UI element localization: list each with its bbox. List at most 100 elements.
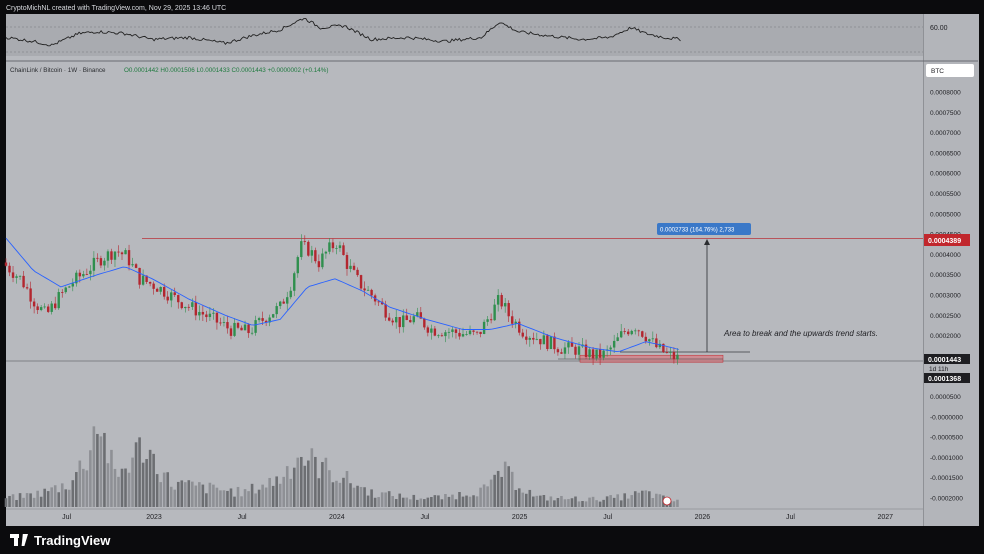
tradingview-logo[interactable]: TradingView xyxy=(10,531,110,549)
candle-body xyxy=(110,251,113,260)
candle-body xyxy=(511,316,514,324)
candle-body xyxy=(528,337,531,340)
candle-body xyxy=(155,288,159,292)
volume-bar xyxy=(180,480,184,507)
price-tick-label: 0.0004000 xyxy=(930,252,961,259)
volume-bar xyxy=(676,499,679,507)
candle-body xyxy=(433,328,437,336)
candle-body xyxy=(106,251,110,261)
volume-bar xyxy=(546,500,549,507)
volume-bar xyxy=(303,465,307,507)
measure-label-box[interactable] xyxy=(657,223,751,235)
volume-bars xyxy=(4,426,679,507)
volume-bar xyxy=(444,494,447,507)
candle-body xyxy=(437,335,440,337)
candle-body xyxy=(205,314,208,318)
candle-body xyxy=(525,336,528,340)
time-tick-label: Jul xyxy=(238,514,247,521)
volume-bar xyxy=(479,487,482,507)
volume-bar xyxy=(468,496,472,507)
volume-bar xyxy=(106,463,110,507)
candle-body xyxy=(563,347,567,354)
time-tick-label: 2024 xyxy=(329,514,345,521)
volume-bar xyxy=(532,496,535,507)
currency-badge[interactable] xyxy=(926,64,974,77)
candle-body xyxy=(331,242,335,249)
volume-bar xyxy=(672,501,676,507)
candle-body xyxy=(676,354,679,360)
candle-body xyxy=(261,318,264,321)
time-tick-label: 2025 xyxy=(512,514,528,521)
candle-body xyxy=(43,306,46,308)
candle-body xyxy=(574,346,577,355)
price-axis[interactable] xyxy=(923,14,979,526)
volume-bar xyxy=(419,498,423,507)
candle-body xyxy=(117,251,120,253)
volume-bar xyxy=(391,496,394,507)
volume-bar xyxy=(75,472,78,507)
volume-bar xyxy=(222,490,226,507)
candle-body xyxy=(514,321,517,324)
candle-body xyxy=(145,275,148,282)
candle-body xyxy=(602,350,605,358)
candle-body xyxy=(268,317,271,323)
volume-bar xyxy=(212,484,215,507)
candle-body xyxy=(598,349,602,358)
candle-body xyxy=(419,312,423,319)
tradingview-logo-icon xyxy=(10,534,28,546)
candle-body xyxy=(352,265,356,270)
volume-bar xyxy=(250,483,254,507)
volume-bar xyxy=(296,457,300,507)
volume-bar xyxy=(46,491,50,507)
measure-arrow-head xyxy=(704,239,710,245)
volume-bar xyxy=(570,498,574,507)
candle-body xyxy=(454,329,458,333)
price-tick-label: 0.0003500 xyxy=(930,272,961,279)
price-tick-label: -0.0000000 xyxy=(930,414,963,421)
countdown-label: 1d 11h xyxy=(929,366,949,373)
candle-body xyxy=(250,332,254,334)
ohlc-legend: O0.0001442 H0.0001506 L0.0001433 C0.0001… xyxy=(124,67,328,74)
volume-bar xyxy=(496,470,500,507)
candle-body xyxy=(54,303,57,309)
volume-bar xyxy=(166,472,170,507)
volume-bar xyxy=(328,470,331,507)
volume-bar xyxy=(229,488,233,507)
candle-body xyxy=(170,292,173,301)
candle-body xyxy=(271,314,275,318)
volume-bar xyxy=(275,476,278,507)
candle-body xyxy=(275,306,278,315)
time-axis-ticks: Jul 2023 Jul 2024 Jul 2025 Jul 2026 Jul 2027 xyxy=(62,514,893,521)
volume-bar xyxy=(261,484,264,507)
volume-bar xyxy=(29,493,32,507)
time-tick-label: Jul xyxy=(603,514,612,521)
candle-body xyxy=(570,342,574,347)
candle-body xyxy=(472,330,475,332)
candle-body xyxy=(4,262,8,266)
candle-body xyxy=(18,275,22,277)
event-icon[interactable] xyxy=(662,496,672,506)
current-price-label: 0.0001443 xyxy=(928,357,961,364)
candle-body xyxy=(567,342,570,348)
time-tick-label: Jul xyxy=(786,514,795,521)
resistance-price-tag xyxy=(924,234,970,246)
volume-bar xyxy=(152,453,155,507)
volume-bar xyxy=(563,499,567,507)
price-tick-label: 0.0006500 xyxy=(930,150,961,157)
volume-bar xyxy=(394,499,398,507)
candle-body xyxy=(219,322,222,324)
volume-bar xyxy=(451,494,454,507)
candle-body xyxy=(553,336,556,350)
candle-body xyxy=(222,322,226,323)
volume-bar xyxy=(581,501,584,507)
footer-bar xyxy=(0,526,984,554)
volume-bar xyxy=(648,491,651,507)
candle-body xyxy=(387,317,391,321)
chart-panel[interactable] xyxy=(6,14,978,526)
volume-bar xyxy=(517,488,521,507)
volume-bar xyxy=(370,489,373,507)
credit-line: CryptoMichNL created with TradingView.co… xyxy=(6,5,227,12)
volume-bar xyxy=(626,498,630,507)
candle-body xyxy=(247,324,250,334)
